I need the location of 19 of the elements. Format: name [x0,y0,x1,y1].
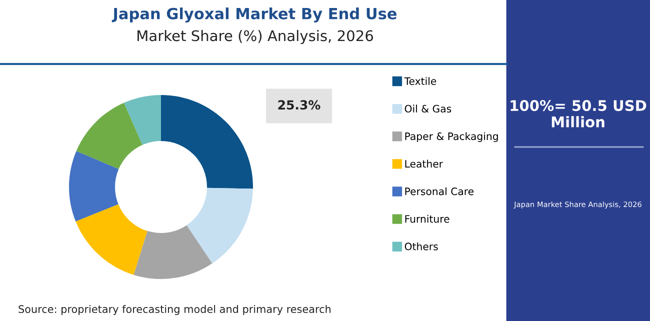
donut-slice [69,150,119,222]
data-label: 25.3% [278,100,320,110]
donut-slice [76,102,142,169]
donut-slice [134,225,212,279]
legend-label: Leather [405,160,444,168]
legend-label: Textile [404,77,436,85]
legend-label: Paper & Packaging [405,132,498,142]
source-note: Source: proprietary forecasting model and primary research [18,304,330,316]
donut-slice [76,204,148,275]
donut-slice [124,95,161,145]
legend-label: Personal Care [405,187,474,196]
chart-subtitle: Market Share (%) Analysis, 2026 [138,30,373,44]
legend-label: Furniture [405,214,450,223]
legend-label: Others [404,242,438,250]
text: 100%= 50.5 USD Million [510,100,646,128]
chart-title: Japan Glyoxal Market By End Use [112,8,397,22]
legend-label: Oil & Gas [404,104,452,113]
donut-slice [186,188,253,264]
donut-slice [161,95,253,189]
